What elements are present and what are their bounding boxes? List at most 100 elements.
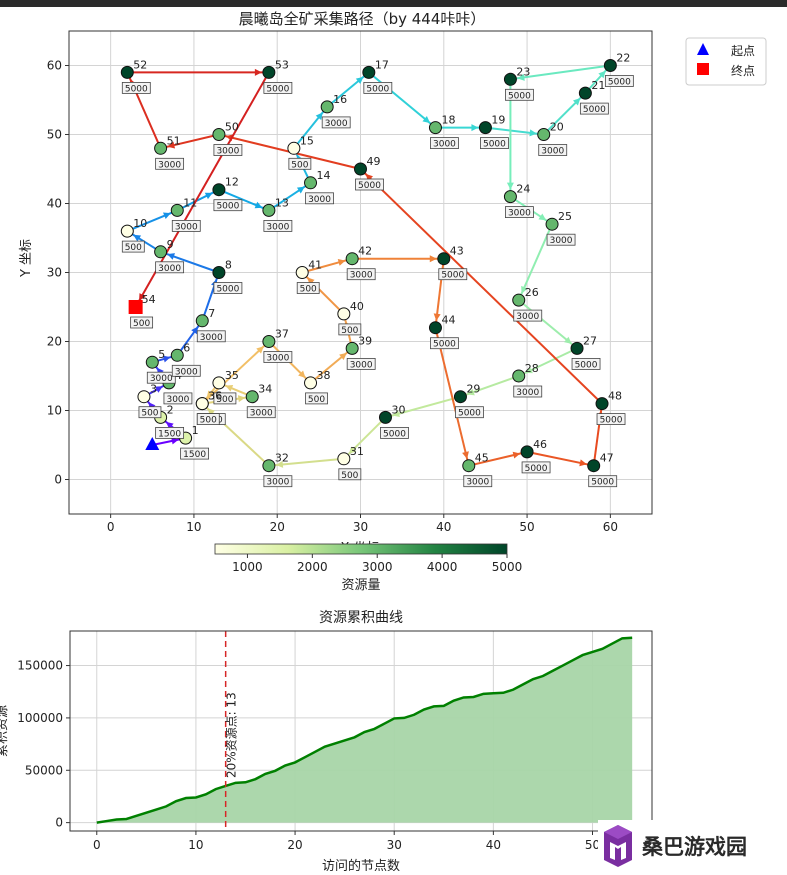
node-id-label: 42 — [358, 245, 372, 258]
node-value-label: 3000 — [350, 271, 373, 281]
colorbar-tick-label: 4000 — [427, 560, 458, 574]
route-plot-frame — [68, 30, 653, 515]
node-value-box — [463, 475, 493, 488]
y-tick-label: 0 — [55, 816, 63, 830]
resource-node-point — [354, 162, 367, 176]
route-arrowhead — [162, 355, 171, 363]
node-value-label: 500 — [133, 319, 150, 329]
route-arrowhead — [167, 253, 175, 260]
resource-node-point — [428, 321, 442, 335]
node-value-box — [430, 337, 459, 350]
cumulative-axis-ticks: 0 10 20 30 40 50 0 50000 100000 150000 — [17, 659, 600, 852]
node-value-box — [571, 357, 601, 370]
node-value-label: 1500 — [158, 429, 181, 439]
watermark: 桑巴游戏园 — [598, 820, 787, 871]
route-y-axis-label: Y 坐标 — [19, 239, 34, 278]
legend-start-label: 起点 — [731, 44, 755, 58]
node-id-label: 17 — [375, 58, 389, 71]
node-id-label: 12 — [225, 176, 239, 189]
route-arrowhead — [392, 410, 400, 418]
node-value-label: 3000 — [158, 264, 181, 274]
node-value-label: 3000 — [325, 119, 348, 129]
x-tick-label: 20 — [270, 520, 285, 534]
route-arrowhead — [206, 390, 214, 399]
resource-node-point — [295, 266, 309, 279]
node-value-label: 3000 — [466, 478, 489, 488]
node-value-box — [505, 88, 534, 101]
node-value-label: 3000 — [250, 409, 273, 419]
x-tick-label: 0 — [93, 838, 101, 852]
resource-node-point — [428, 121, 442, 135]
node-value-label: 5000 — [525, 464, 548, 474]
node-id-label: 23 — [516, 65, 530, 78]
route-legend: 起点 终点 — [685, 37, 767, 86]
route-arrowhead — [355, 76, 364, 85]
node-id-label: 32 — [275, 452, 289, 465]
node-value-label: 5000 — [583, 105, 606, 115]
node-id-label: 40 — [350, 300, 364, 313]
resource-node-point — [262, 203, 276, 217]
route-segment — [510, 64, 611, 81]
node-value-box — [380, 426, 409, 439]
node-value-label: 5000 — [433, 340, 456, 350]
resource-node-point — [195, 397, 209, 411]
route-chart-title: 晨曦岛全矿采集路径（by 444咔咔） — [239, 10, 486, 28]
cumulative-plot-frame — [69, 630, 653, 832]
x-tick-label: 20 — [287, 838, 302, 852]
cumulative-x-axis-label: 访问的节点数 — [322, 858, 400, 871]
node-id-label: 53 — [275, 58, 289, 71]
route-arrowhead — [225, 385, 234, 392]
node-value-box — [263, 351, 293, 363]
resource-node-point — [245, 390, 259, 404]
node-id-label: 36 — [208, 390, 222, 403]
route-arrowhead — [525, 366, 533, 374]
route-arrowhead — [275, 460, 284, 468]
route-arrowhead — [254, 201, 263, 209]
node-id-label: 38 — [317, 369, 331, 382]
node-id-label: 43 — [450, 245, 464, 258]
resource-node-point — [212, 266, 226, 279]
route-segment — [368, 71, 437, 129]
node-value-label: 3000 — [541, 147, 564, 157]
node-value-box — [263, 82, 293, 94]
resource-node-point — [595, 397, 609, 411]
node-id-label: 9 — [167, 238, 174, 251]
node-value-label: 3000 — [150, 374, 173, 384]
node-value-box — [338, 468, 362, 481]
y-tick-label: 0 — [54, 473, 62, 487]
node-id-label: 45 — [475, 452, 489, 465]
node-id-label: 47 — [600, 452, 614, 465]
node-value-label: 5000 — [508, 91, 531, 101]
route-nodes: 1150021500350043000530006300073000850009… — [120, 52, 634, 488]
node-value-label: 5000 — [125, 84, 148, 94]
node-value-label: 500 — [308, 395, 325, 405]
route-arrowhead — [572, 98, 581, 106]
node-id-label: 34 — [258, 383, 272, 396]
resource-node-point — [578, 86, 592, 100]
node-value-box — [305, 192, 334, 205]
node-value-box — [305, 392, 328, 405]
node-value-label: 1500 — [183, 450, 206, 460]
node-value-box — [596, 413, 626, 426]
resource-node-point — [378, 410, 392, 424]
watermark-logo: 桑巴游戏园 — [598, 820, 787, 871]
route-arrowhead — [529, 129, 537, 137]
cumulative-series: 20%资源点: 13 — [96, 631, 633, 831]
route-arrowhead — [162, 212, 171, 219]
node-value-box — [579, 102, 609, 115]
resource-node-point — [345, 341, 359, 355]
x-tick-label: 50 — [585, 838, 600, 852]
node-value-box — [430, 137, 459, 150]
route-arrowhead — [298, 370, 306, 378]
y-tick-label: 20 — [47, 335, 62, 349]
node-id-label: 31 — [350, 445, 364, 458]
route-arrowhead — [207, 408, 215, 416]
node-value-label: 3000 — [166, 395, 189, 405]
node-value-label: 5000 — [216, 202, 239, 212]
node-id-label: 3 — [150, 383, 157, 396]
route-arrowhead — [191, 326, 199, 335]
route-arrowhead — [365, 173, 373, 182]
node-value-label: 3000 — [200, 333, 223, 343]
resource-node-point — [137, 390, 151, 404]
node-value-label: 3000 — [175, 222, 198, 232]
